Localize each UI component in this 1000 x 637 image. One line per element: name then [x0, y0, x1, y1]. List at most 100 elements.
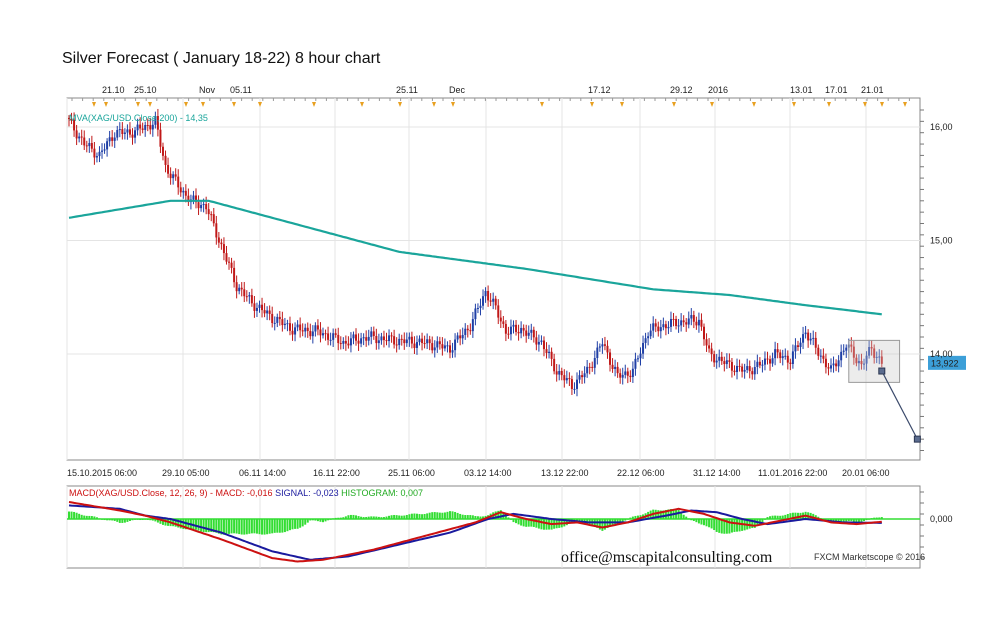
event-marker	[863, 102, 867, 107]
candle-body	[245, 296, 248, 298]
candle-body	[822, 355, 825, 359]
candle-body	[870, 346, 873, 349]
histogram-bar	[415, 513, 418, 519]
histogram-bar	[418, 514, 421, 519]
candle-body	[210, 214, 213, 216]
candle-body	[443, 345, 446, 349]
histogram-bar	[283, 519, 286, 533]
histogram-bar	[80, 514, 83, 519]
candle-body	[578, 375, 581, 380]
histogram-bar	[761, 519, 764, 523]
candle-body	[550, 351, 553, 359]
candle-body	[281, 319, 284, 326]
histogram-bar	[304, 519, 307, 525]
candle-body	[418, 338, 421, 343]
candle-body	[611, 364, 614, 369]
histogram-bar	[464, 515, 467, 519]
histogram-bar	[471, 515, 474, 519]
candle-body	[662, 324, 665, 328]
candle-body	[459, 335, 462, 339]
event-marker	[620, 102, 624, 107]
candle-body	[233, 267, 236, 283]
candle-body	[73, 119, 76, 131]
candle-body	[238, 287, 241, 292]
candle-body	[583, 373, 586, 378]
candle-body	[677, 325, 680, 327]
histogram-bar	[319, 519, 322, 522]
candle-body	[809, 338, 812, 341]
event-marker	[398, 102, 402, 107]
candle-body	[758, 361, 761, 366]
histogram-bar	[860, 519, 863, 522]
candle-body	[565, 378, 568, 381]
candle-body	[512, 324, 515, 327]
histogram-bar	[634, 515, 637, 519]
histogram-bar	[736, 519, 739, 532]
candle-body	[339, 343, 342, 345]
histogram-bar	[410, 513, 413, 519]
histogram-bar	[261, 519, 264, 535]
event-marker	[672, 102, 676, 107]
candle-body	[807, 332, 810, 341]
forecast-line	[881, 370, 918, 440]
event-marker	[540, 102, 544, 107]
candle-body	[83, 137, 86, 146]
histogram-bar	[515, 519, 518, 524]
candle-body	[799, 342, 802, 347]
candle-body	[413, 343, 416, 348]
candle-body	[250, 295, 253, 304]
histogram-bar	[90, 516, 93, 519]
candle-body	[360, 338, 363, 344]
histogram-bar	[708, 519, 711, 528]
top-date-label: 17.01	[825, 85, 848, 95]
candle-body	[367, 336, 370, 341]
platform-credit: FXCM Marketscope © 2016	[814, 552, 926, 562]
histogram-bar	[156, 519, 159, 523]
candle-body	[347, 343, 350, 346]
histogram-bar	[85, 515, 88, 519]
histogram-bar	[367, 516, 370, 519]
candle-body	[756, 361, 759, 367]
histogram-bar	[725, 519, 728, 534]
candle-body	[738, 365, 741, 367]
candle-body	[492, 298, 495, 302]
candle-body	[763, 358, 766, 365]
histogram-bar	[339, 517, 342, 519]
candle-body	[248, 295, 251, 297]
candle-body	[258, 304, 261, 308]
candle-body	[878, 356, 881, 358]
candle-body	[118, 129, 121, 131]
histogram-bar	[499, 510, 502, 519]
candle-body	[586, 366, 589, 374]
histogram-bar	[337, 517, 340, 519]
histogram-bar	[769, 516, 772, 519]
candle-body	[169, 173, 172, 179]
candle-body	[365, 337, 368, 341]
candle-body	[720, 356, 723, 362]
candle-body	[497, 305, 500, 318]
candle-body	[88, 143, 91, 147]
candle-body	[151, 124, 154, 130]
histogram-bar	[207, 519, 210, 533]
histogram-bar	[151, 519, 154, 521]
macd-legend-item: MACD(XAG/USD.Close, 12, 26, 9) -	[69, 488, 216, 498]
histogram-bar	[329, 519, 332, 520]
candle-body	[603, 344, 606, 346]
histogram-bar	[212, 519, 215, 533]
histogram-bar	[344, 516, 347, 519]
histogram-bar	[314, 519, 317, 521]
histogram-bar	[774, 515, 777, 519]
histogram-bar	[296, 519, 299, 529]
candle-body	[725, 360, 728, 365]
histogram-bar	[875, 517, 878, 519]
histogram-bar	[814, 515, 817, 519]
histogram-bar	[441, 512, 444, 519]
candle-body	[456, 335, 459, 340]
candle-body	[294, 327, 297, 335]
candle-body	[509, 326, 512, 335]
histogram-bar	[281, 519, 284, 533]
candle-body	[421, 338, 424, 344]
histogram-bar	[144, 519, 147, 520]
candle-body	[332, 333, 335, 340]
candle-body	[636, 358, 639, 360]
